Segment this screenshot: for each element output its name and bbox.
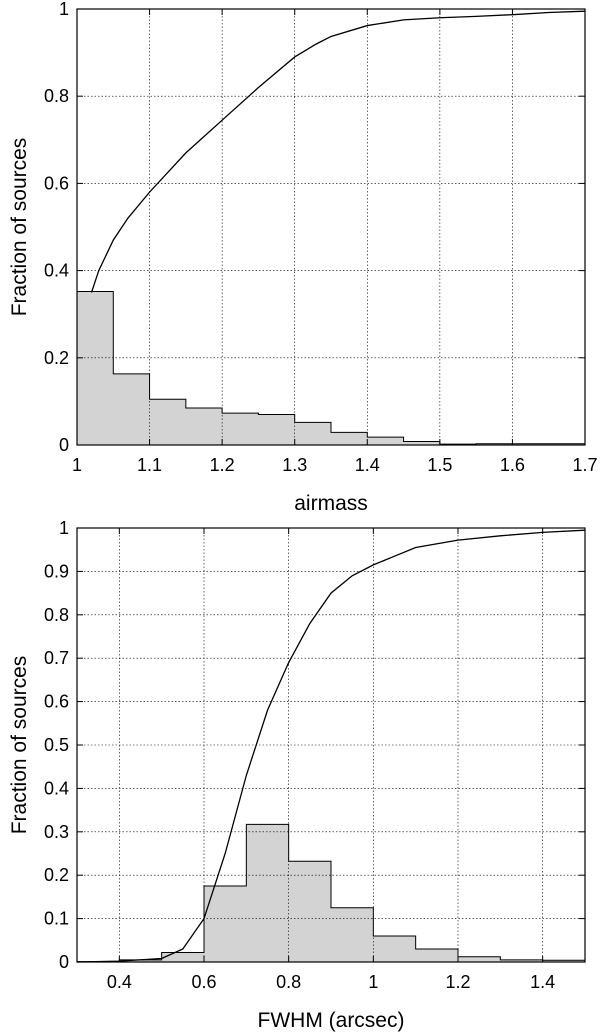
chart1-xtick-label-7: 1.7: [572, 455, 597, 475]
chart2-ylabel: Fraction of sources: [8, 656, 31, 835]
chart1-xtick-label-2: 1.2: [210, 455, 235, 475]
chart2-ytick-label-10: 1: [59, 518, 69, 538]
chart1-xtick-label-3: 1.3: [282, 455, 307, 475]
chart1-ytick-label-1: 0.2: [44, 348, 69, 368]
chart2-xlabel: FWHM (arcsec): [258, 1009, 405, 1032]
chart2-ytick-label-7: 0.7: [44, 648, 69, 668]
chart2-ytick-label-6: 0.6: [44, 692, 69, 712]
chart1-ytick-label-4: 0.8: [44, 86, 69, 106]
chart2-xtick-label-4: 1.2: [445, 972, 470, 992]
chart1-histogram: [76, 291, 586, 446]
chart2-xtick-label-3: 1: [368, 972, 378, 992]
chart2-ytick-label-4: 0.4: [44, 778, 69, 798]
chart2-xtick-label-1: 0.6: [191, 972, 216, 992]
chart2-ytick-label-3: 0.3: [44, 822, 69, 842]
chart1-xtick-label-0: 1: [72, 455, 82, 475]
chart2-panel: 0.4 0.6 0.8 1 1.2 1.4 0 0.1 0.2 0.3 0.4 0.5 0.6 0.7 0.…: [8, 518, 586, 1032]
chart1-xtick-label-5: 1.5: [427, 455, 452, 475]
chart1-ytick-label-0: 0: [59, 435, 69, 455]
chart1-xtick-label-6: 1.6: [500, 455, 525, 475]
chart1-ytick-label-2: 0.4: [44, 261, 69, 281]
chart2-ytick-label-8: 0.8: [44, 605, 69, 625]
chart1-ytick-label-5: 1: [59, 0, 69, 19]
chart2-xtick-label-0: 0.4: [107, 972, 132, 992]
chart1-xlabel: airmass: [294, 492, 368, 515]
chart2-ytick-label-9: 0.9: [44, 561, 69, 581]
chart2-ytick-label-2: 0.2: [44, 865, 69, 885]
chart2-xtick-label-2: 0.8: [276, 972, 301, 992]
chart1-xtick-label-4: 1.4: [355, 455, 380, 475]
chart1-cumulative-line: [90, 10, 586, 293]
chart2-xtick-label-5: 1.4: [530, 972, 555, 992]
chart1-panel: 1 1.1 1.2 1.3 1.4 1.5 1.6 1.7 0 0.2 0.4 0.6 0.8 1 airm…: [8, 0, 598, 515]
chart1-ytick-label-3: 0.6: [44, 173, 69, 193]
chart1-plot-frame: [76, 8, 586, 446]
chart2-histogram: [76, 823, 586, 963]
chart1-xtick-label-1: 1.1: [137, 455, 162, 475]
chart2-ytick-label-5: 0.5: [44, 735, 69, 755]
chart2-ytick-label-0: 0: [59, 952, 69, 972]
chart2-cumulative-line: [76, 529, 586, 963]
chart2-ytick-label-1: 0.1: [44, 909, 69, 929]
chart1-ylabel: Fraction of sources: [8, 138, 31, 317]
